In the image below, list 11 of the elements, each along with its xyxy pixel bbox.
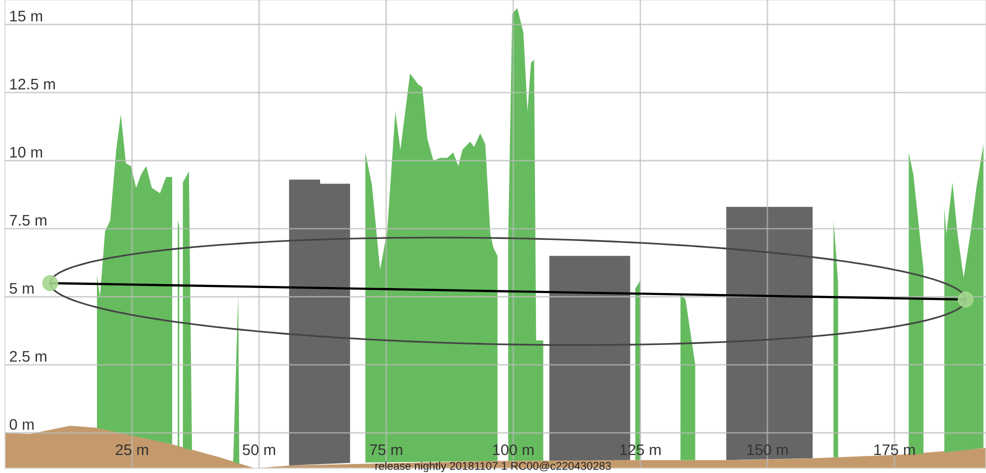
y-tick-label: 0 m (10, 419, 34, 430)
y-tick-label: 15 m (10, 10, 42, 22)
y-tick-label: 2.5 m (10, 350, 46, 362)
y-tick-label: 5 m (10, 283, 34, 294)
x-tick-label: 125 m (620, 444, 661, 456)
x-tick-label: 75 m (370, 444, 402, 456)
x-tick-label: 50 m (242, 444, 276, 456)
y-tick-label: 10 m (10, 146, 42, 158)
y-tick-label: 7.5 m (10, 215, 46, 226)
y-tick-label: 12.5 m (10, 78, 55, 90)
x-tick-label: 25 m (116, 444, 148, 456)
